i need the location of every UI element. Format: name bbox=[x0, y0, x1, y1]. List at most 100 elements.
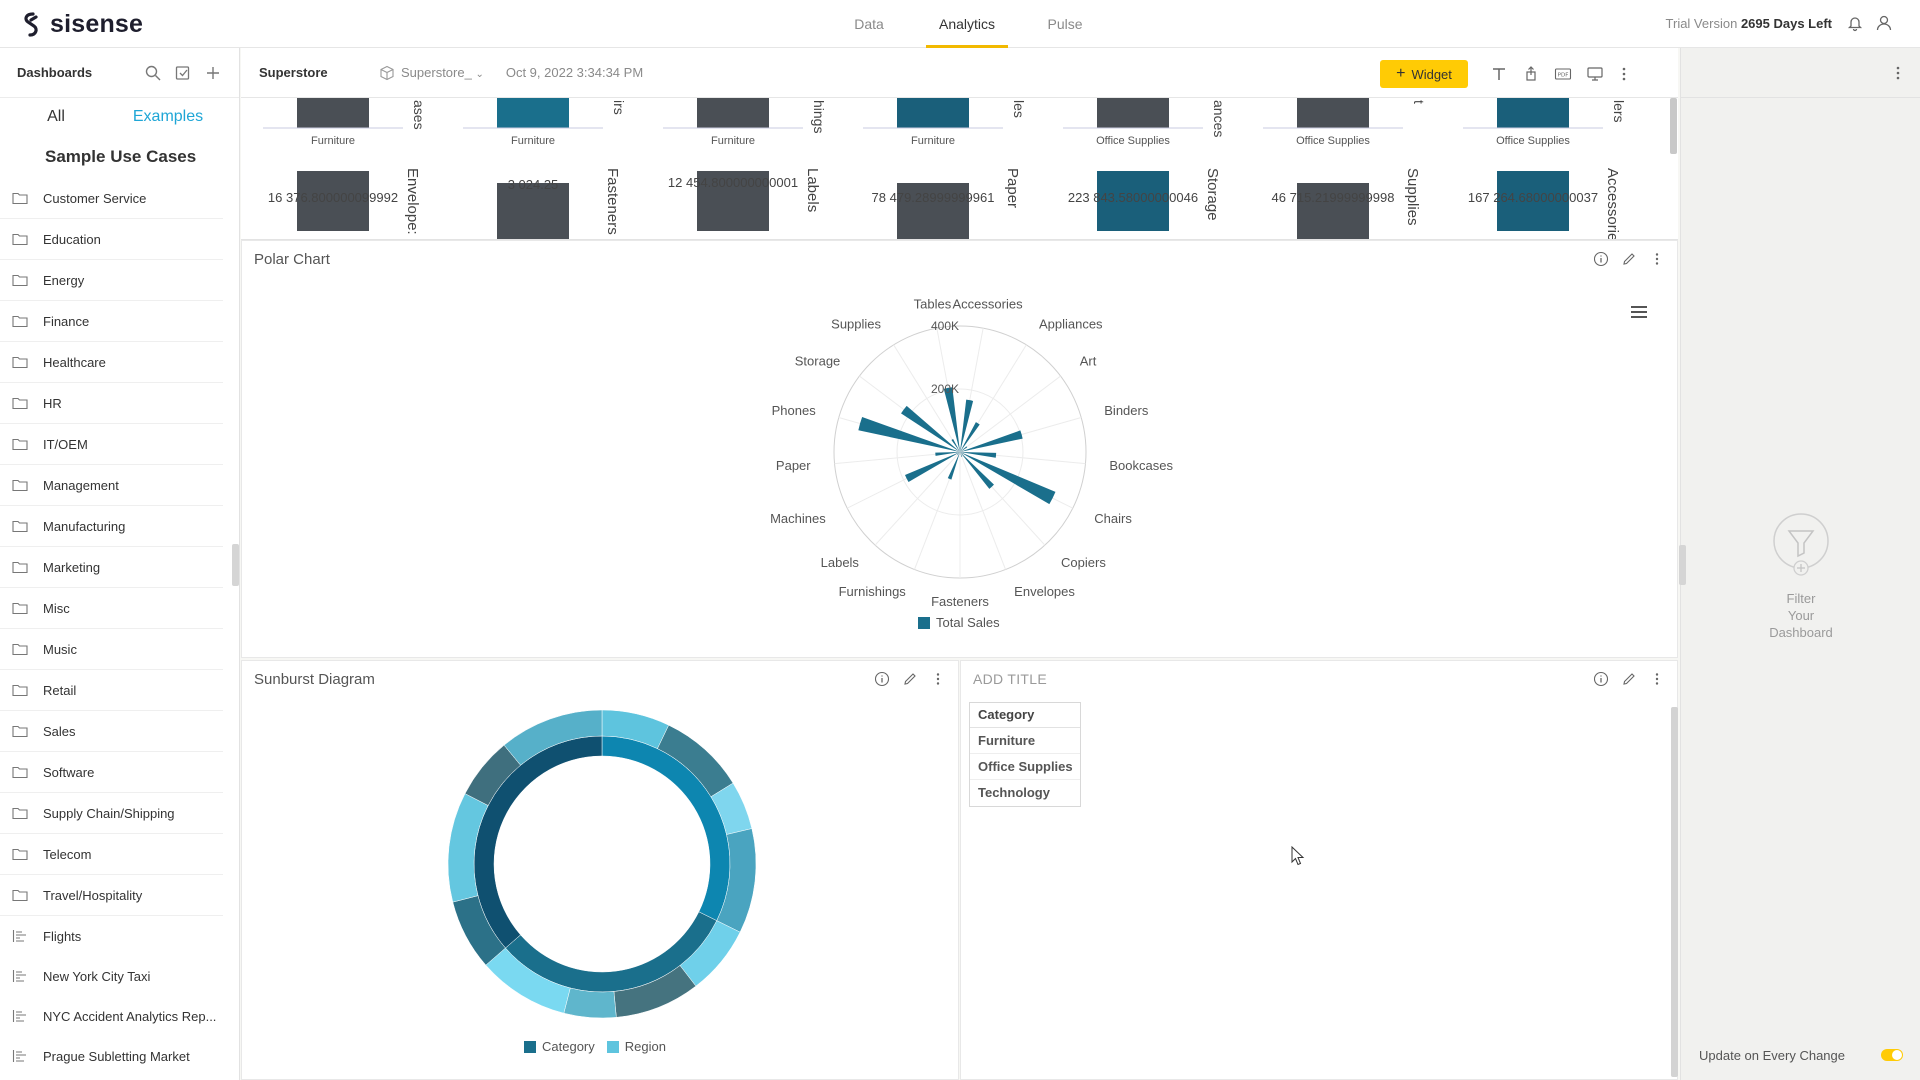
more-vertical-icon[interactable] bbox=[930, 671, 946, 687]
polar-bar[interactable] bbox=[960, 399, 974, 452]
chart-bar[interactable] bbox=[1097, 171, 1169, 231]
sunburst-region-segment[interactable] bbox=[503, 709, 603, 766]
folder-label: Sales bbox=[43, 723, 76, 739]
chart-bar[interactable] bbox=[697, 98, 769, 128]
user-icon[interactable] bbox=[1875, 14, 1893, 32]
widget-scrollbar[interactable] bbox=[1670, 98, 1677, 154]
sidebar-folder[interactable]: Education bbox=[0, 219, 223, 260]
sidebar-folder[interactable]: Retail bbox=[0, 670, 223, 711]
sidebar-resize-handle[interactable] bbox=[232, 544, 239, 586]
sidebar-folder[interactable]: Travel/Hospitality bbox=[0, 875, 223, 916]
bell-icon[interactable] bbox=[1846, 14, 1864, 32]
share-icon[interactable] bbox=[1522, 65, 1540, 83]
sidebar-folder[interactable]: Manufacturing bbox=[0, 506, 223, 547]
polar-bar[interactable] bbox=[960, 452, 963, 457]
sidebar-folder[interactable]: Misc bbox=[0, 588, 223, 629]
widget-title-placeholder[interactable]: ADD TITLE bbox=[973, 671, 1048, 687]
chart-bar[interactable] bbox=[697, 171, 769, 231]
add-icon[interactable] bbox=[204, 64, 222, 82]
info-icon[interactable] bbox=[1593, 671, 1609, 687]
polar-bar[interactable] bbox=[960, 446, 968, 452]
more-vertical-icon[interactable] bbox=[1649, 671, 1665, 687]
sidebar-folder[interactable]: HR bbox=[0, 383, 223, 424]
polar-bar[interactable] bbox=[935, 452, 960, 456]
cube-icon bbox=[380, 65, 394, 80]
sidebar-folder[interactable]: Supply Chain/Shipping bbox=[0, 793, 223, 834]
chart-menu-icon[interactable] bbox=[1631, 305, 1647, 319]
sidebar-folder[interactable]: Healthcare bbox=[0, 342, 223, 383]
list-item[interactable]: Office Supplies bbox=[970, 754, 1080, 780]
monitor-icon[interactable] bbox=[1586, 65, 1604, 83]
chart-bar[interactable] bbox=[897, 183, 969, 240]
data-model-select[interactable]: Superstore_ ⌄ bbox=[401, 65, 484, 80]
folder-icon bbox=[12, 479, 28, 492]
search-icon[interactable] bbox=[144, 64, 162, 82]
sidebar-folder[interactable]: IT/OEM bbox=[0, 424, 223, 465]
chart-bar[interactable] bbox=[497, 183, 569, 240]
sidebar-folder[interactable]: Customer Service bbox=[0, 178, 223, 219]
sunburst-region-segment[interactable] bbox=[563, 987, 617, 1019]
legend-swatch bbox=[918, 616, 930, 629]
chart-legend: Category Region bbox=[524, 1039, 666, 1054]
sidebar-folder[interactable]: Management bbox=[0, 465, 223, 506]
chart-bar[interactable] bbox=[1297, 98, 1369, 128]
sidebar-folder[interactable]: Finance bbox=[0, 301, 223, 342]
tab-analytics[interactable]: Analytics bbox=[918, 0, 1016, 48]
chart-bar[interactable] bbox=[1297, 183, 1369, 240]
more-vertical-icon[interactable] bbox=[1889, 64, 1907, 82]
chart-bar[interactable] bbox=[1097, 98, 1169, 128]
add-widget-button[interactable]: + Widget bbox=[1380, 60, 1468, 88]
polar-bar[interactable] bbox=[901, 405, 960, 452]
polar-bar[interactable] bbox=[943, 387, 960, 452]
chart-bar[interactable] bbox=[297, 171, 369, 231]
chart-bar[interactable] bbox=[297, 98, 369, 128]
sidebar-dashboard[interactable]: New York City Taxi bbox=[0, 956, 223, 996]
polar-bar[interactable] bbox=[904, 452, 960, 483]
pencil-icon[interactable] bbox=[902, 671, 918, 687]
more-vertical-icon[interactable] bbox=[1615, 65, 1633, 83]
sidebar-folder[interactable]: Software bbox=[0, 752, 223, 793]
polar-bar[interactable] bbox=[960, 430, 1023, 452]
polar-bar[interactable] bbox=[957, 452, 960, 456]
polar-bar[interactable] bbox=[960, 452, 994, 489]
polar-bar[interactable] bbox=[858, 416, 960, 452]
edit-list-icon[interactable] bbox=[174, 64, 192, 82]
polar-bar[interactable] bbox=[960, 422, 980, 452]
widget-scrollbar[interactable] bbox=[1671, 707, 1678, 1077]
list-item[interactable]: Technology bbox=[978, 785, 1050, 800]
tab-pulse[interactable]: Pulse bbox=[1047, 16, 1083, 32]
filter-examples[interactable]: Examples bbox=[132, 108, 204, 125]
right-panel-resize-handle[interactable] bbox=[1679, 545, 1686, 585]
more-vertical-icon[interactable] bbox=[1649, 251, 1665, 267]
sidebar-folder[interactable]: Sales bbox=[0, 711, 223, 752]
chart-bar[interactable] bbox=[497, 98, 569, 128]
chart-bar[interactable] bbox=[1497, 171, 1569, 231]
pdf-icon[interactable]: PDF bbox=[1554, 65, 1572, 83]
chart-bar[interactable] bbox=[1497, 98, 1569, 128]
polar-category-label: Envelopes bbox=[1014, 584, 1075, 599]
category-label: Office Supplies bbox=[1296, 135, 1370, 147]
info-icon[interactable] bbox=[874, 671, 890, 687]
filter-all[interactable]: All bbox=[47, 108, 65, 125]
sidebar-folder[interactable]: Marketing bbox=[0, 547, 223, 588]
info-icon[interactable] bbox=[1593, 251, 1609, 267]
update-on-change-toggle[interactable] bbox=[1881, 1049, 1903, 1061]
sidebar-folder[interactable]: Telecom bbox=[0, 834, 223, 875]
polar-bar[interactable] bbox=[951, 439, 960, 452]
pencil-icon[interactable] bbox=[1621, 671, 1637, 687]
rotated-label: ases bbox=[411, 100, 427, 130]
sidebar-dashboard[interactable]: NYC Accident Analytics Rep... bbox=[0, 996, 223, 1036]
chart-bar[interactable] bbox=[897, 98, 969, 128]
sidebar-folder[interactable]: Music bbox=[0, 629, 223, 670]
list-item[interactable]: Furniture bbox=[970, 728, 1080, 754]
sidebar-dashboard[interactable]: Prague Subletting Market bbox=[0, 1036, 223, 1076]
polar-bar[interactable] bbox=[960, 452, 1056, 505]
polar-bar[interactable] bbox=[960, 452, 997, 458]
pencil-icon[interactable] bbox=[1621, 251, 1637, 267]
text-icon[interactable] bbox=[1490, 65, 1508, 83]
sisense-logo[interactable]: sisense bbox=[20, 10, 143, 39]
sidebar-folder[interactable]: Energy bbox=[0, 260, 223, 301]
tab-data[interactable]: Data bbox=[854, 16, 884, 32]
polar-bar[interactable] bbox=[947, 452, 960, 480]
sidebar-dashboard[interactable]: Flights bbox=[0, 916, 223, 956]
